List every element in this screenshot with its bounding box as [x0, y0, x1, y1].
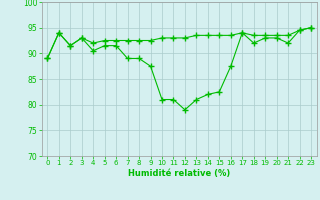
- X-axis label: Humidité relative (%): Humidité relative (%): [128, 169, 230, 178]
